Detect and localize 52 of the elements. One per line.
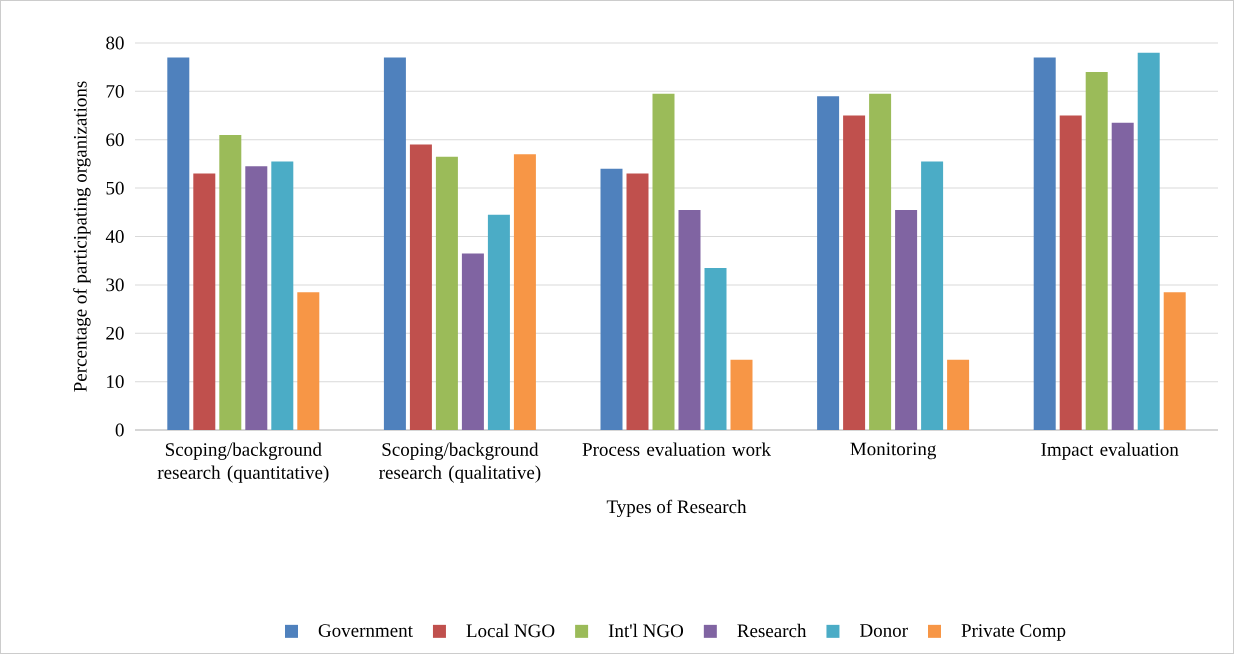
bar bbox=[921, 161, 944, 430]
y-tick-label: 80 bbox=[106, 36, 124, 50]
bar bbox=[704, 267, 727, 430]
bar bbox=[1137, 52, 1160, 430]
bar bbox=[461, 253, 484, 430]
bar bbox=[1059, 115, 1082, 430]
bar bbox=[167, 57, 190, 430]
bar bbox=[1085, 72, 1108, 430]
x-tick-label: Monitoring bbox=[850, 442, 937, 460]
bar bbox=[600, 168, 623, 430]
y-tick-label: 70 bbox=[106, 84, 124, 98]
x-axis-title: Types of Research bbox=[606, 499, 747, 518]
legend-label: Local NGO bbox=[466, 623, 555, 638]
y-tick-label: 30 bbox=[106, 278, 124, 292]
bar bbox=[869, 93, 892, 430]
bar bbox=[245, 166, 268, 430]
y-tick-label: 20 bbox=[106, 326, 124, 340]
bar bbox=[409, 144, 432, 430]
bar bbox=[947, 359, 970, 430]
bar bbox=[219, 134, 242, 430]
legend-label: Int'l NGO bbox=[608, 623, 684, 638]
x-tick-label: Impact evaluation bbox=[1041, 442, 1179, 460]
legend-label: Government bbox=[318, 624, 413, 637]
bar bbox=[817, 96, 840, 430]
bar bbox=[435, 156, 458, 430]
bar bbox=[652, 93, 675, 430]
bar bbox=[730, 359, 753, 430]
bar bbox=[895, 209, 918, 430]
bar bbox=[843, 115, 866, 430]
bar bbox=[1163, 292, 1186, 430]
bar bbox=[678, 209, 701, 430]
legend-label: Research bbox=[737, 623, 807, 638]
y-tick-label: 40 bbox=[105, 230, 124, 243]
bar bbox=[297, 292, 320, 430]
bar bbox=[383, 57, 406, 430]
x-tick-label: Process evaluation work bbox=[582, 442, 771, 456]
x-tick-label: Scoping/background research (qualitative) bbox=[379, 442, 541, 483]
bar bbox=[626, 173, 649, 430]
bar bbox=[487, 214, 510, 430]
bar bbox=[1111, 122, 1134, 430]
legend-label: Private Comp bbox=[961, 624, 1066, 641]
x-tick-label: Scoping/background research (quantitative) bbox=[157, 442, 329, 483]
y-axis-title: Percentage of participating organizations bbox=[73, 81, 91, 392]
legend-label: Donor bbox=[860, 624, 908, 637]
bar bbox=[513, 154, 536, 430]
bar bbox=[271, 161, 294, 430]
y-tick-label: 10 bbox=[107, 375, 124, 389]
y-tick-label: 60 bbox=[106, 133, 124, 147]
bar bbox=[1033, 57, 1056, 430]
y-tick-label: 50 bbox=[106, 181, 124, 195]
y-tick-label: 0 bbox=[115, 423, 124, 437]
bar bbox=[193, 173, 216, 430]
